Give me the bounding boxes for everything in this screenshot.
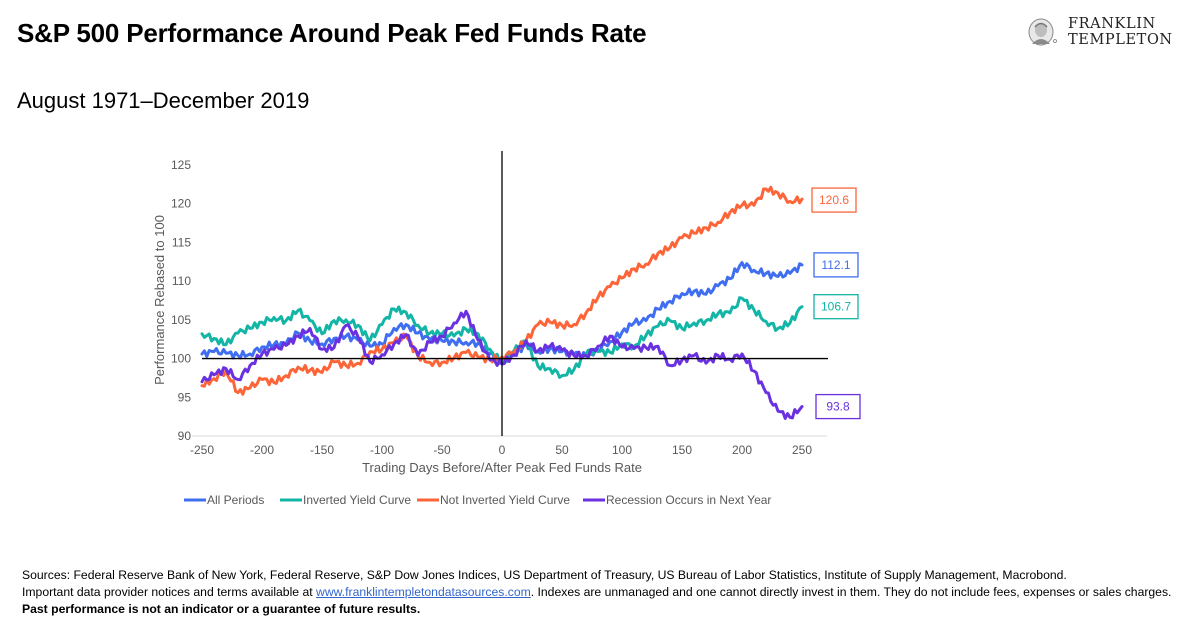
x-tick-label: 100 [612, 443, 632, 457]
y-tick-label: 115 [172, 235, 191, 249]
x-axis-ticks: -250 -200 -150 -100 -50 0 50 100 150 200 250 [190, 443, 812, 457]
legend-label: All Periods [207, 493, 264, 507]
logo-line-2: TEMPLETON [1068, 32, 1173, 48]
end-value-labels: 112.1 106.7 120.6 93.8 [811, 187, 861, 420]
x-tick-label: 50 [555, 443, 569, 457]
legend-item: All Periods [184, 493, 264, 507]
end-value-label: 112.1 [821, 258, 850, 272]
notice-prefix: Important data provider notices and term… [22, 585, 317, 599]
y-tick-label: 95 [178, 390, 192, 404]
y-tick-label: 110 [172, 274, 191, 288]
chart-subtitle: August 1971–December 2019 [17, 88, 310, 113]
franklin-templeton-logo: FRANKLIN TEMPLETON [1026, 16, 1176, 52]
past-performance-disclaimer: Past performance is not an indicator or … [22, 602, 421, 616]
legend-item: Recession Occurs in Next Year [583, 493, 771, 507]
x-tick-label: -250 [190, 443, 214, 457]
legend-item: Inverted Yield Curve [280, 493, 411, 507]
notice-suffix: . Indexes are unmanaged and one cannot d… [530, 585, 1172, 599]
y-tick-label: 120 [171, 197, 191, 211]
end-value-label: 93.8 [826, 400, 850, 414]
y-axis-title: Performance Rebased to 100 [152, 215, 167, 385]
x-tick-label: -150 [310, 443, 334, 457]
x-tick-label: -200 [250, 443, 274, 457]
y-axis-ticks: 90 95 100 105 110 115 120 125 [171, 158, 191, 443]
end-label-box [813, 252, 859, 278]
end-label-box [815, 393, 861, 420]
x-tick-label: -50 [433, 443, 451, 457]
chart-title: S&P 500 Performance Around Peak Fed Fund… [17, 18, 647, 48]
x-axis-title: Trading Days Before/After Peak Fed Funds… [362, 460, 642, 475]
legend-label: Inverted Yield Curve [303, 493, 411, 507]
footer-notes: Sources: Federal Reserve Bank of New Yor… [22, 567, 1182, 618]
x-tick-label: 0 [499, 443, 506, 457]
x-tick-label: -100 [370, 443, 394, 457]
sources-text: Sources: Federal Reserve Bank of New Yor… [22, 568, 1067, 582]
y-tick-label: 90 [178, 429, 192, 443]
legend-label: Recession Occurs in Next Year [606, 493, 771, 507]
legend: All Periods Inverted Yield Curve Not Inver… [184, 493, 771, 507]
legend-item: Not Inverted Yield Curve [417, 493, 570, 507]
end-value-label: 120.6 [819, 193, 849, 207]
logo-line-1: FRANKLIN [1068, 16, 1156, 32]
x-tick-label: 150 [672, 443, 692, 457]
y-tick-label: 125 [171, 158, 191, 172]
benjamin-franklin-portrait-icon [1028, 18, 1057, 46]
data-sources-link[interactable]: www.franklintempletondatasources.com [316, 585, 531, 599]
x-tick-label: 250 [792, 443, 812, 457]
legend-label: Not Inverted Yield Curve [440, 493, 570, 507]
end-label-box [811, 187, 857, 213]
end-label-box [813, 294, 859, 320]
end-value-label: 106.7 [821, 300, 851, 314]
y-tick-label: 105 [171, 313, 191, 327]
y-tick-label: 100 [171, 352, 191, 366]
x-tick-label: 200 [732, 443, 752, 457]
